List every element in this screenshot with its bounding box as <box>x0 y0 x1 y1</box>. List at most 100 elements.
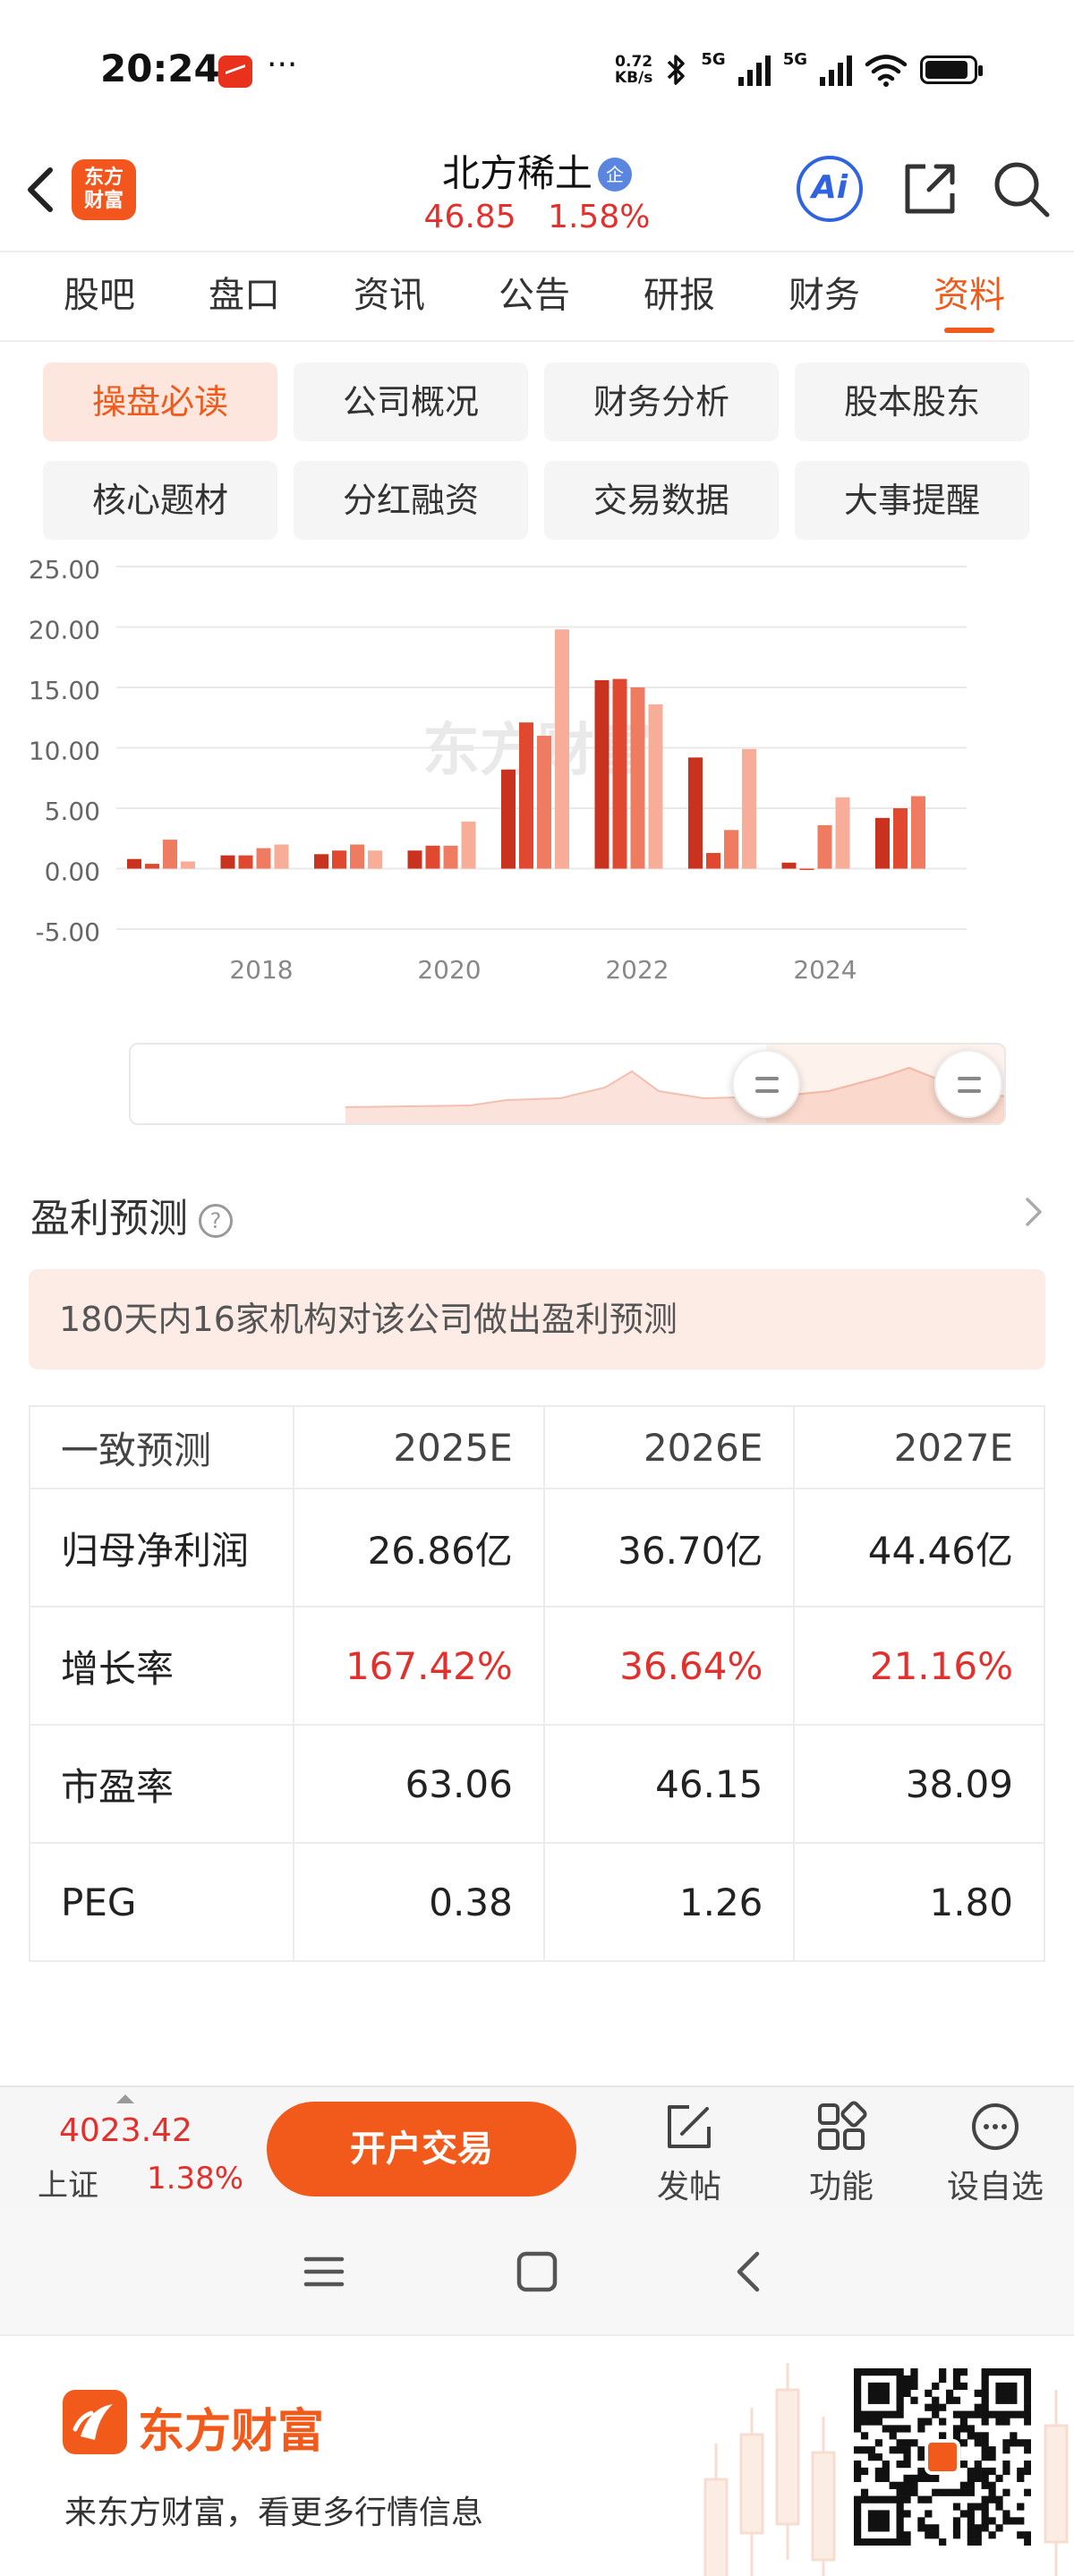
profile-subnav: 操盘必读 公司概况 财务分析 股本股东 核心题材 分红融资 交易数据 大事提醒 <box>43 363 1031 540</box>
slider-left-handle[interactable] <box>732 1050 800 1118</box>
chart-bar <box>461 821 476 869</box>
chevron-right-icon[interactable] <box>1020 1192 1047 1232</box>
x-tick-label: 2024 <box>793 955 857 985</box>
chart-bar <box>688 757 703 869</box>
table-cell: 167.42% <box>293 1606 545 1726</box>
eastmoney-logo-icon <box>63 2390 127 2454</box>
chip-trading-data[interactable]: 交易数据 <box>544 461 779 540</box>
notification-app-icon <box>218 55 252 88</box>
chart-range-slider[interactable] <box>129 1043 1006 1125</box>
y-tick-label: -5.00 <box>36 917 100 947</box>
row-label: 归母净利润 <box>28 1488 295 1608</box>
table-cell: 1.80 <box>793 1842 1045 1962</box>
table-cell: 46.15 <box>542 1724 796 1844</box>
chip-dividends-financing[interactable]: 分红融资 <box>294 461 528 540</box>
chart-bar <box>875 817 890 869</box>
chip-shareholders[interactable]: 股本股东 <box>795 363 1029 441</box>
add-watchlist-button[interactable]: 设自选 <box>942 2100 1049 2207</box>
table-cell: 1.26 <box>542 1842 796 1962</box>
chart-bar <box>238 855 253 869</box>
table-row: 归母净利润 26.86亿 36.70亿 44.46亿 <box>28 1488 1045 1608</box>
open-account-trade-button[interactable]: 开户交易 <box>267 2102 576 2196</box>
chart-bar <box>911 796 925 869</box>
tab-research[interactable]: 研报 <box>644 275 715 316</box>
chip-core-themes[interactable]: 核心题材 <box>43 461 277 540</box>
more-circle-icon <box>972 2103 1019 2150</box>
chart-bar <box>443 845 458 869</box>
table-cell: 63.06 <box>293 1724 545 1844</box>
chart-bar <box>425 845 440 869</box>
chart-bar <box>145 864 159 869</box>
y-tick-label: 20.00 <box>29 616 100 645</box>
chart-bar <box>519 722 533 869</box>
index-expand-caret-icon[interactable] <box>116 2094 134 2103</box>
footer-brand-name: 东方财富 <box>138 2405 325 2459</box>
chart-bar <box>501 769 516 869</box>
column-header: 2026E <box>542 1405 796 1489</box>
stock-header: 东方 财富 北方稀土企 46.85 1.58% Ai <box>0 134 1074 251</box>
chart-bar <box>817 824 832 869</box>
sim2-signal-icon <box>820 54 852 86</box>
sim1-signal-icon <box>737 54 771 86</box>
column-header: 2027E <box>793 1405 1045 1489</box>
chart-bar <box>799 868 814 870</box>
table-cell: 38.09 <box>793 1724 1045 1844</box>
chart-bar <box>256 848 271 869</box>
share-icon[interactable] <box>897 156 963 222</box>
more-notifications-icon: ··· <box>267 47 298 83</box>
chart-bar <box>706 852 720 869</box>
sim2-network-label: 5G <box>782 50 807 69</box>
post-button[interactable]: 发帖 <box>635 2100 743 2207</box>
index-value[interactable]: 4023.42 <box>59 2112 192 2149</box>
chart-bar <box>893 808 908 869</box>
tab-finance[interactable]: 财务 <box>788 275 860 316</box>
x-tick-label: 2022 <box>605 955 669 985</box>
chip-trading-essentials[interactable]: 操盘必读 <box>43 363 277 441</box>
slider-right-handle[interactable] <box>934 1050 1002 1118</box>
back-icon[interactable] <box>723 2245 777 2299</box>
battery-icon <box>920 55 983 84</box>
search-icon[interactable] <box>988 156 1054 222</box>
index-name[interactable]: 上证 <box>38 2168 98 2204</box>
tab-pankou[interactable]: 盘口 <box>209 275 280 316</box>
index-change[interactable]: 1.38% <box>147 2161 244 2196</box>
footer-slogan: 来东方财富，看更多行情信息 <box>64 2495 484 2531</box>
x-tick-label: 2020 <box>417 955 481 985</box>
chart-bar <box>127 858 141 869</box>
tab-announcements[interactable]: 公告 <box>499 275 570 316</box>
chart-bar <box>742 748 756 869</box>
table-cell: 26.86亿 <box>293 1488 545 1608</box>
chip-financial-analysis[interactable]: 财务分析 <box>544 363 779 441</box>
chart-bar <box>612 678 627 869</box>
tab-news[interactable]: 资讯 <box>354 275 425 316</box>
status-time: 20:24 <box>100 47 220 90</box>
y-tick-label: 15.00 <box>29 676 100 705</box>
tab-profile[interactable]: 资料 <box>897 252 1042 340</box>
chart-bar <box>274 844 289 869</box>
chart-bar <box>594 679 609 869</box>
stock-title: 北方稀土企 <box>0 143 1074 198</box>
table-row: 市盈率 63.06 46.15 38.09 <box>28 1724 1045 1844</box>
chart-bar <box>537 736 551 869</box>
chart-bar <box>724 830 738 869</box>
help-icon[interactable]: ? <box>199 1204 233 1238</box>
enterprise-badge: 企 <box>598 158 632 192</box>
y-tick-label: 10.00 <box>29 737 100 766</box>
table-cell: 44.46亿 <box>793 1488 1045 1608</box>
edit-icon <box>668 2105 711 2148</box>
back-arrow-icon[interactable] <box>20 163 64 217</box>
functions-button[interactable]: 功能 <box>788 2100 895 2207</box>
x-tick-label: 2018 <box>229 955 293 985</box>
table-cell: 0.38 <box>293 1842 545 1962</box>
sim1-network-label: 5G <box>701 50 726 69</box>
chip-company-overview[interactable]: 公司概况 <box>294 363 528 441</box>
home-icon[interactable] <box>510 2245 564 2299</box>
y-tick-label: 0.00 <box>45 857 100 887</box>
chip-event-reminders[interactable]: 大事提醒 <box>795 461 1029 540</box>
ai-assistant-button[interactable]: Ai <box>797 156 863 222</box>
eastmoney-logo[interactable]: 东方 财富 <box>72 159 136 220</box>
tab-guba[interactable]: 股吧 <box>64 275 135 316</box>
menu-icon[interactable] <box>297 2245 351 2299</box>
status-bar: 20:24 ··· 0.72 KB/s 5G 5G <box>0 0 1074 134</box>
row-label: PEG <box>28 1842 295 1962</box>
